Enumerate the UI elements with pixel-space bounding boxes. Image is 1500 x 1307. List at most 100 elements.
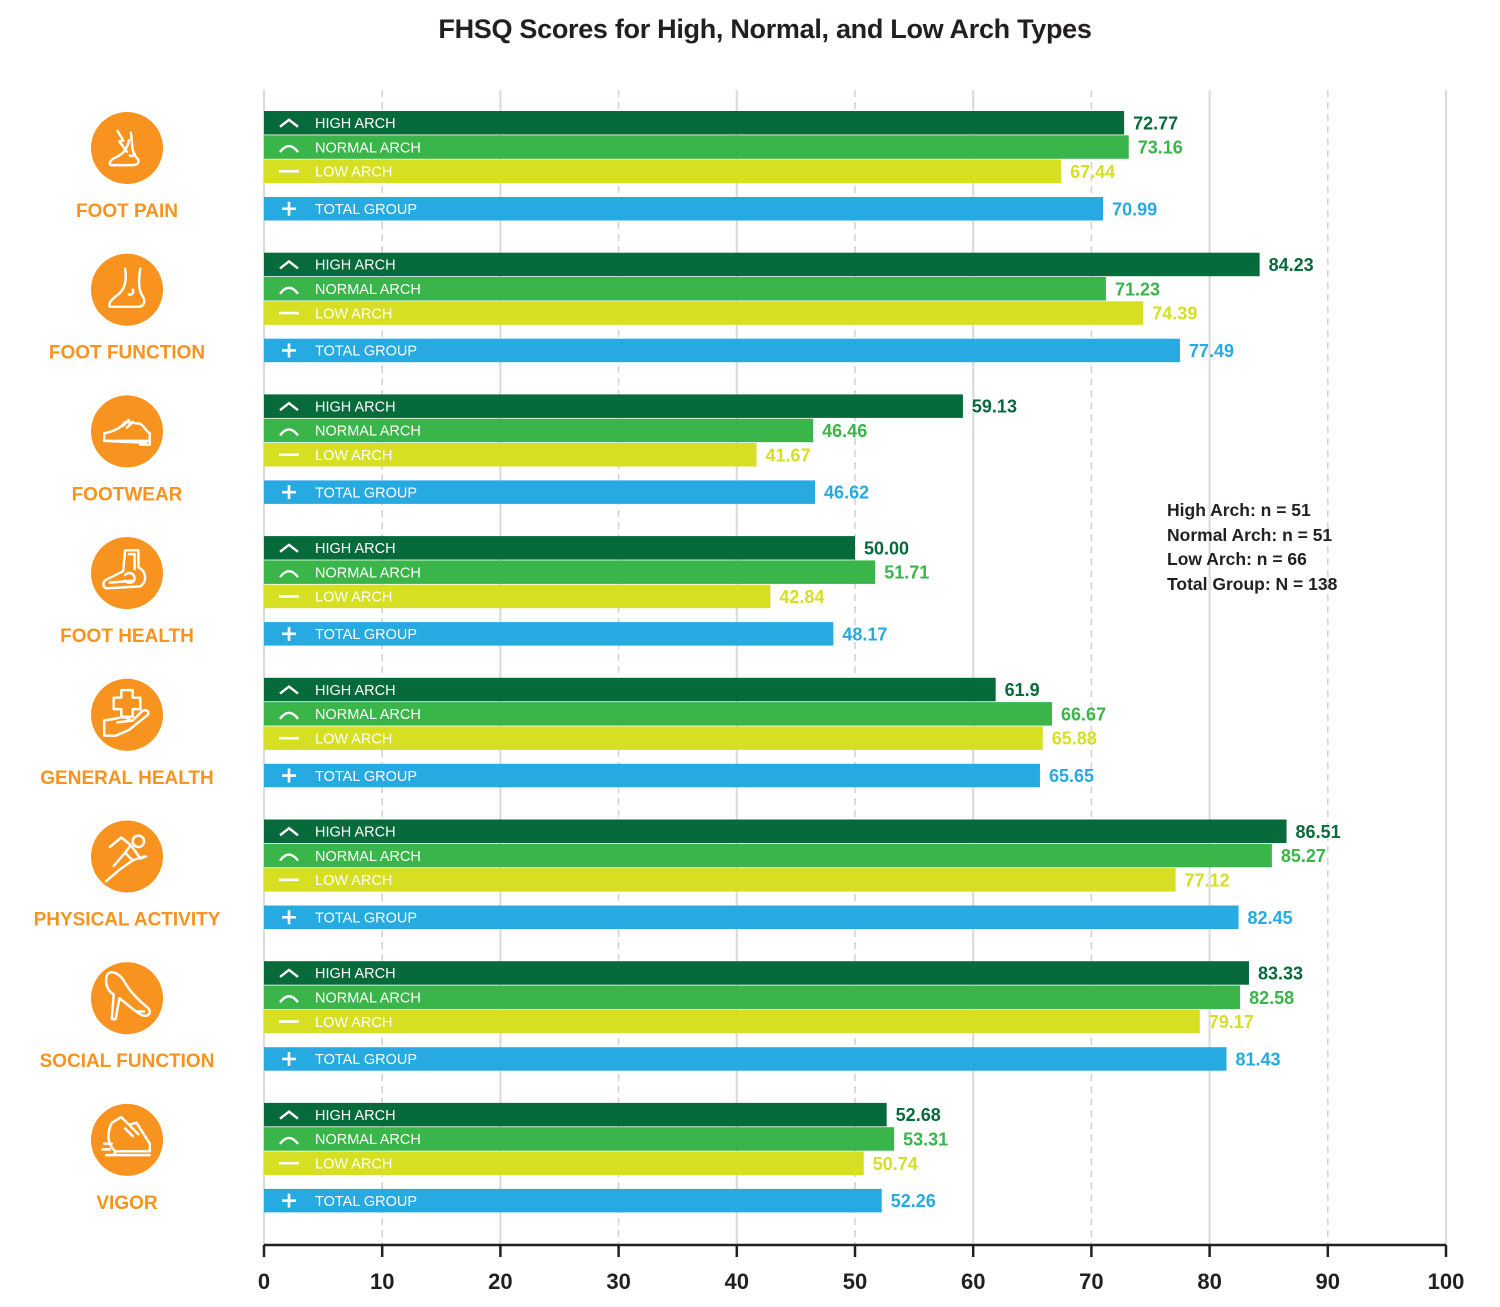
- bar-group: TOTAL GROUP 81.43: [264, 1047, 1281, 1071]
- high-arch-icon: [279, 968, 299, 978]
- n-low-arch: Low Arch: n = 66: [1167, 549, 1307, 569]
- bar-total-group: [264, 480, 816, 504]
- category-label: FOOT FUNCTION: [49, 343, 205, 364]
- bar-group: TOTAL GROUP 65.65: [264, 763, 1094, 788]
- bar-series-label: HIGH ARCH: [315, 541, 396, 557]
- category-group: SOCIAL FUNCTION: [40, 962, 215, 1072]
- bar-group: LOW ARCH 65.88: [264, 726, 1097, 750]
- bar-series-label: NORMAL ARCH: [315, 565, 421, 581]
- bar-group: LOW ARCH 50.74: [264, 1151, 918, 1175]
- value-label: 77.12: [1185, 870, 1230, 890]
- social-function-icon-glyph: [104, 971, 152, 1021]
- bar-normal-arch: [264, 1127, 895, 1151]
- category-label: FOOT PAIN: [76, 201, 178, 222]
- bar-low-arch: [264, 159, 1062, 184]
- bar-group: HIGH ARCH 84.23: [264, 252, 1314, 277]
- x-tick-label: 30: [606, 1269, 630, 1294]
- total-group-icon: [282, 1193, 296, 1208]
- bar-series-label: LOW ARCH: [315, 590, 392, 606]
- bar-series-label: NORMAL ARCH: [315, 424, 421, 440]
- value-label: 51.71: [884, 563, 929, 583]
- value-label: 65.88: [1052, 729, 1097, 749]
- bar-high-arch: [264, 394, 963, 418]
- x-axis: 0 10 20 30 40 50 60 70 80 90 100: [258, 1243, 1464, 1294]
- bar-series-label: TOTAL GROUP: [315, 202, 417, 218]
- high-arch-icon: [279, 1110, 299, 1120]
- bar-series-label: LOW ARCH: [315, 1015, 392, 1031]
- foot-pain-icon-glyph: [108, 129, 140, 167]
- sample-size-annotation: High Arch: n = 51 Normal Arch: n = 51 Lo…: [1167, 498, 1337, 596]
- bar-series-label: HIGH ARCH: [315, 824, 396, 840]
- bar-group: NORMAL ARCH 66.67: [264, 702, 1106, 726]
- bar-normal-arch: [264, 560, 876, 584]
- bar-group: NORMAL ARCH 85.27: [264, 843, 1326, 868]
- general-health-icon-glyph: [102, 688, 150, 737]
- value-label: 84.23: [1269, 255, 1314, 275]
- bar-high-arch: [264, 677, 996, 702]
- high-arch-icon: [279, 401, 299, 412]
- foot-health-icon-glyph: [102, 549, 147, 590]
- category-label: GENERAL HEALTH: [40, 768, 213, 789]
- category-icon-circle: [91, 962, 163, 1035]
- category-group: FOOTWEAR: [72, 395, 183, 505]
- total-group-icon: [282, 201, 296, 216]
- vigor-icon: [101, 1115, 152, 1157]
- category-label: FOOTWEAR: [72, 484, 183, 505]
- bar-high-arch: [264, 252, 1260, 277]
- n-high-arch: High Arch: n = 51: [1167, 500, 1311, 520]
- x-tick-label: 10: [370, 1269, 394, 1294]
- high-arch-icon: [279, 685, 299, 695]
- value-label: 77.49: [1189, 341, 1234, 361]
- bar-group: LOW ARCH 41.67: [264, 443, 811, 467]
- value-label: 50.74: [873, 1154, 918, 1174]
- category-icon-circle: [91, 1103, 163, 1176]
- value-label: 46.62: [824, 483, 869, 503]
- n-total-group: Total Group: N = 138: [1167, 573, 1338, 594]
- category-icon-circle: [91, 253, 163, 326]
- value-label: 46.46: [822, 421, 867, 441]
- bar-series-label: NORMAL ARCH: [315, 282, 421, 298]
- bar-low-arch: [264, 1151, 864, 1175]
- category-label: SOCIAL FUNCTION: [40, 1051, 215, 1072]
- bar-group: HIGH ARCH 83.33: [264, 961, 1303, 985]
- foot-function-icon: [108, 267, 146, 309]
- social-function-icon: [104, 971, 152, 1021]
- bar-series-label: NORMAL ARCH: [315, 1132, 421, 1148]
- chart-title: FHSQ Scores for High, Normal, and Low Ar…: [438, 14, 1092, 44]
- value-label: 72.77: [1133, 113, 1178, 133]
- x-tick-label: 50: [843, 1269, 867, 1294]
- bar-normal-arch: [264, 418, 814, 443]
- value-label: 53.31: [903, 1129, 948, 1149]
- foot-pain-icon: [108, 129, 140, 167]
- category-group: GENERAL HEALTH: [40, 678, 214, 789]
- bar-low-arch: [264, 584, 771, 609]
- bar-series-label: NORMAL ARCH: [315, 140, 421, 156]
- value-label: 82.58: [1249, 988, 1294, 1008]
- category-icon-circle: [91, 820, 163, 893]
- physical-activity-icon: [104, 834, 148, 883]
- high-arch-icon: [279, 118, 299, 128]
- bar-series-label: NORMAL ARCH: [315, 849, 421, 865]
- bar-group: HIGH ARCH 50.00: [264, 536, 909, 560]
- bar-group: HIGH ARCH 72.77: [264, 111, 1178, 135]
- value-label: 52.68: [896, 1105, 941, 1125]
- bar-low-arch: [264, 726, 1043, 750]
- value-label: 66.67: [1061, 704, 1106, 724]
- foot-health-icon: [102, 549, 147, 590]
- bar-series-label: LOW ARCH: [315, 448, 392, 464]
- x-tick-label: 80: [1197, 1269, 1221, 1294]
- value-label: 73.16: [1138, 138, 1183, 158]
- bar-series-label: TOTAL GROUP: [315, 344, 417, 360]
- bar-series-label: LOW ARCH: [315, 731, 392, 747]
- bar-group: NORMAL ARCH 53.31: [264, 1127, 948, 1151]
- normal-arch-icon: [279, 569, 299, 578]
- bar-group: NORMAL ARCH 51.71: [264, 560, 929, 584]
- bar-series-label: HIGH ARCH: [315, 1108, 396, 1124]
- bar-low-arch: [264, 301, 1144, 325]
- vigor-icon-glyph: [101, 1115, 152, 1157]
- bar-series-label: TOTAL GROUP: [315, 1052, 417, 1068]
- bar-group: TOTAL GROUP 70.99: [264, 197, 1157, 221]
- foot-function-icon-glyph: [108, 267, 146, 309]
- bar-series-label: LOW ARCH: [315, 1156, 392, 1172]
- category-group: FOOT HEALTH: [60, 537, 194, 647]
